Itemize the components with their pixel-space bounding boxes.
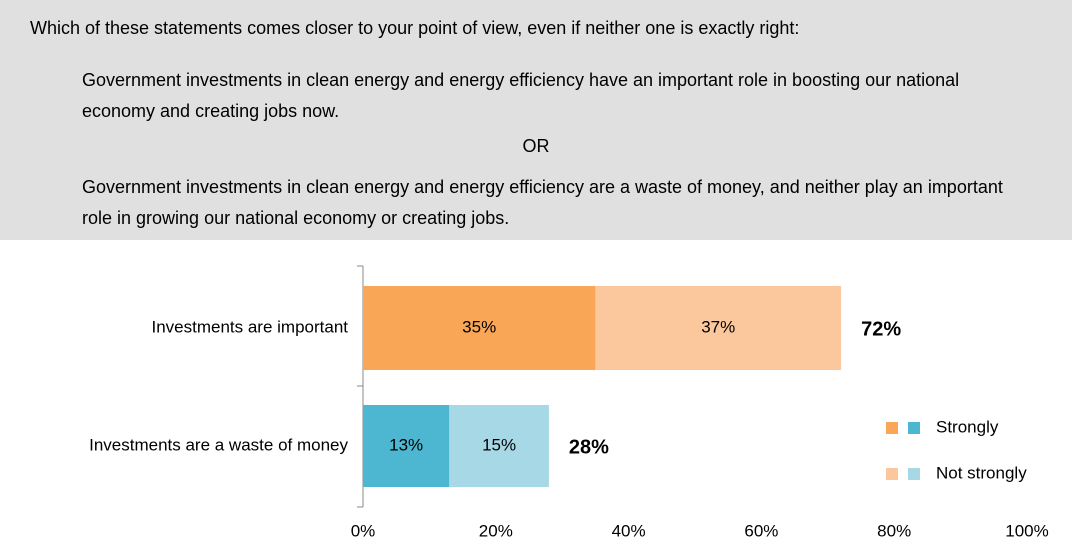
statement: Government investments in clean energy a… bbox=[82, 70, 960, 121]
legend-label: Strongly bbox=[936, 417, 999, 436]
bar-segment bbox=[595, 286, 842, 370]
x-tick-label: 40% bbox=[612, 521, 646, 540]
total-label: 28% bbox=[569, 436, 609, 458]
bar-segment bbox=[363, 286, 596, 370]
legend-swatch bbox=[886, 422, 898, 434]
x-tick-label: 80% bbox=[877, 521, 911, 540]
category-label: Investments are important bbox=[151, 317, 348, 336]
separator: OR bbox=[522, 136, 550, 156]
legend-label: Not strongly bbox=[936, 463, 1027, 482]
bar-segment bbox=[449, 405, 549, 487]
x-tick-label: 100% bbox=[1005, 521, 1048, 540]
value-label: 37% bbox=[701, 317, 735, 336]
bar-segment bbox=[363, 405, 450, 487]
value-label: 35% bbox=[462, 317, 496, 336]
value-label: 13% bbox=[389, 435, 423, 454]
statement: Government investments in clean energy a… bbox=[82, 177, 1003, 228]
total-label: 72% bbox=[861, 318, 901, 340]
x-tick-label: 20% bbox=[479, 521, 513, 540]
value-label: 15% bbox=[482, 435, 516, 454]
legend-swatch bbox=[908, 468, 920, 480]
legend-swatch bbox=[886, 468, 898, 480]
category-label: Investments are a waste of money bbox=[89, 435, 348, 454]
x-tick-label: 0% bbox=[351, 521, 376, 540]
question-box: Which of these statements comes closer t… bbox=[0, 0, 1072, 240]
question: Which of these statements comes closer t… bbox=[30, 18, 800, 38]
x-tick-label: 60% bbox=[744, 521, 778, 540]
legend-swatch bbox=[908, 422, 920, 434]
